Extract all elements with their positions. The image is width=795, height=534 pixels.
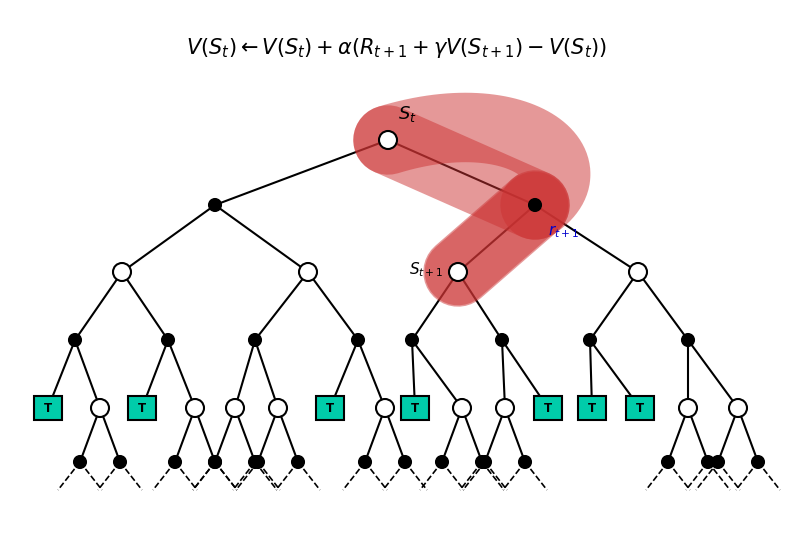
Circle shape: [169, 456, 181, 468]
Circle shape: [379, 131, 397, 149]
Circle shape: [299, 263, 317, 281]
FancyBboxPatch shape: [626, 396, 654, 420]
Circle shape: [226, 399, 244, 417]
Text: T: T: [544, 403, 552, 415]
Circle shape: [702, 456, 714, 468]
Circle shape: [476, 456, 488, 468]
FancyBboxPatch shape: [128, 396, 156, 420]
Circle shape: [496, 334, 508, 346]
FancyBboxPatch shape: [578, 396, 606, 420]
Circle shape: [359, 456, 371, 468]
Circle shape: [252, 456, 264, 468]
Circle shape: [479, 456, 491, 468]
Circle shape: [376, 399, 394, 417]
Text: $S_{t+1}$: $S_{t+1}$: [409, 261, 444, 279]
Circle shape: [629, 263, 647, 281]
Circle shape: [91, 399, 109, 417]
FancyBboxPatch shape: [34, 396, 62, 420]
Circle shape: [519, 456, 531, 468]
Text: T: T: [326, 403, 334, 415]
Circle shape: [186, 399, 204, 417]
Circle shape: [269, 399, 287, 417]
Circle shape: [406, 334, 418, 346]
Circle shape: [69, 334, 81, 346]
Text: $V(S_t) \leftarrow V(S_t) + \alpha\left(R_{t+1} + \gamma V(S_{t+1}) - V(S_t)\rig: $V(S_t) \leftarrow V(S_t) + \alpha\left(…: [187, 36, 607, 60]
FancyBboxPatch shape: [316, 396, 344, 420]
Text: T: T: [411, 403, 419, 415]
Circle shape: [249, 334, 261, 346]
Circle shape: [209, 199, 221, 211]
Circle shape: [529, 199, 541, 211]
Circle shape: [679, 399, 697, 417]
Text: T: T: [44, 403, 52, 415]
Circle shape: [113, 263, 131, 281]
Circle shape: [712, 456, 724, 468]
Circle shape: [114, 456, 126, 468]
Circle shape: [449, 263, 467, 281]
FancyBboxPatch shape: [401, 396, 429, 420]
Text: T: T: [588, 403, 596, 415]
Circle shape: [162, 334, 174, 346]
Text: T: T: [138, 403, 146, 415]
Text: $r_{t+1}$: $r_{t+1}$: [548, 223, 580, 240]
Circle shape: [74, 456, 86, 468]
Circle shape: [436, 456, 448, 468]
Circle shape: [584, 334, 596, 346]
FancyBboxPatch shape: [534, 396, 562, 420]
Circle shape: [399, 456, 411, 468]
Circle shape: [682, 334, 694, 346]
Circle shape: [752, 456, 764, 468]
Circle shape: [662, 456, 674, 468]
Circle shape: [209, 456, 221, 468]
Circle shape: [292, 456, 304, 468]
Text: $S_t$: $S_t$: [398, 104, 417, 124]
Text: T: T: [636, 403, 644, 415]
Circle shape: [209, 456, 221, 468]
Circle shape: [352, 334, 364, 346]
Circle shape: [453, 399, 471, 417]
Circle shape: [496, 399, 514, 417]
Circle shape: [249, 456, 261, 468]
Circle shape: [729, 399, 747, 417]
